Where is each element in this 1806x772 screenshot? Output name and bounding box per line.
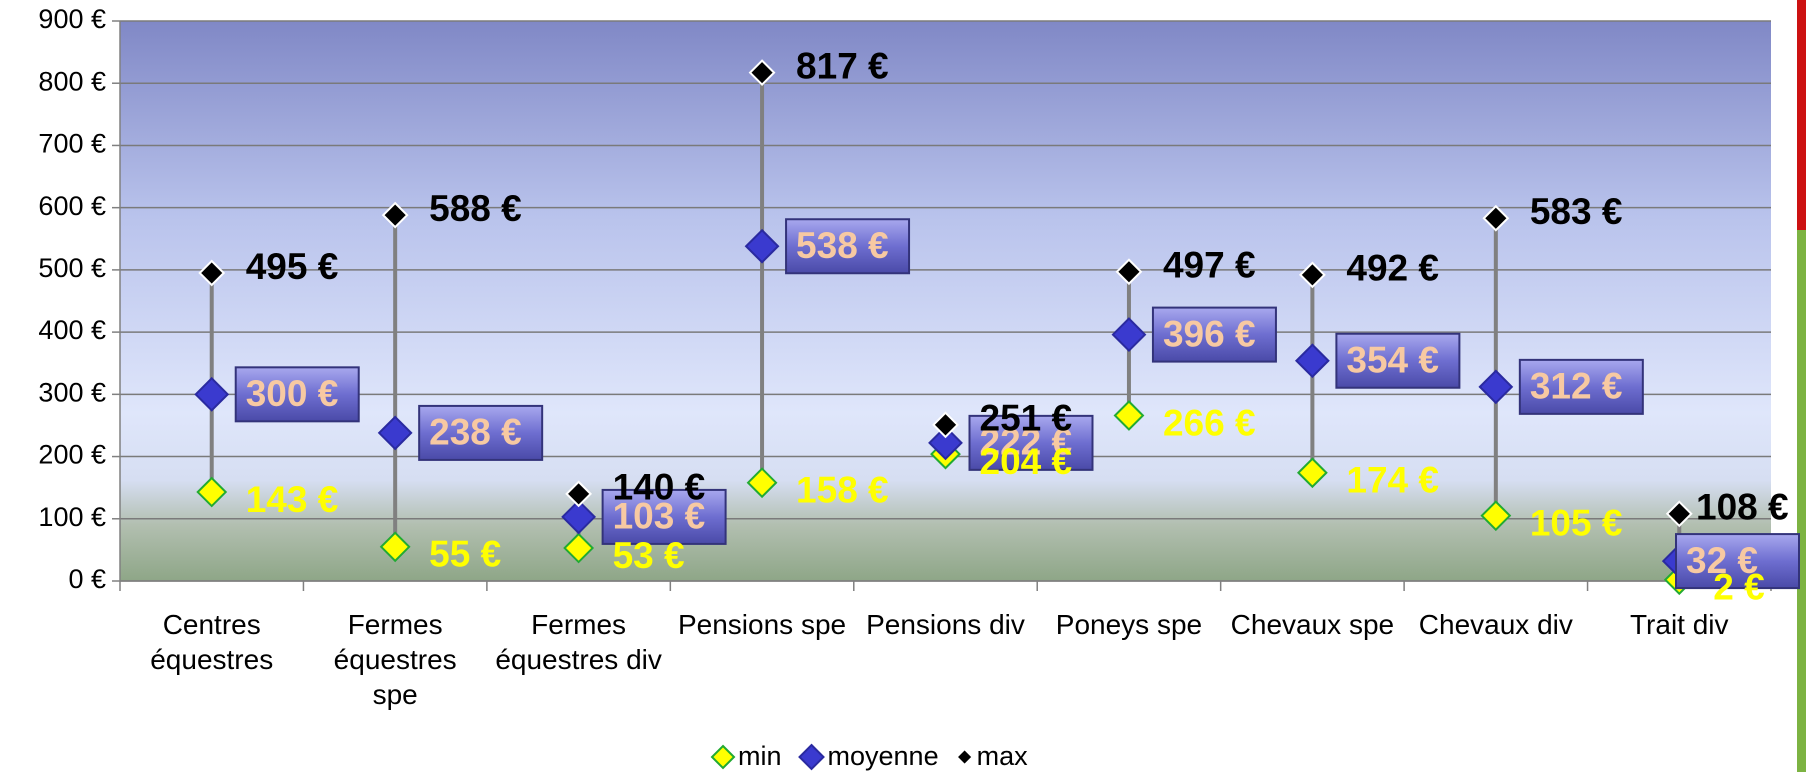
mean-label-box: [785, 218, 911, 275]
max-label: 492 €: [1346, 248, 1439, 289]
max-label: 251 €: [980, 398, 1073, 439]
legend-marker: [710, 744, 736, 770]
edge-bar: [1797, 0, 1806, 230]
mean-label-box: [1151, 306, 1277, 363]
mean-label-box: [601, 488, 727, 545]
max-marker: [1115, 258, 1143, 286]
mean-label-box: [1518, 358, 1644, 415]
mean-marker: [377, 415, 413, 451]
max-marker: [1482, 204, 1510, 232]
min-label: 158 €: [796, 469, 889, 510]
max-marker: [748, 59, 776, 87]
mean-label: 300 €: [246, 373, 339, 414]
y-tick-label: 600 €: [38, 191, 106, 221]
y-tick-label: 500 €: [38, 253, 106, 283]
max-label: 588 €: [429, 188, 522, 229]
max-label: 495 €: [246, 246, 339, 287]
max-marker: [198, 259, 226, 287]
y-tick-label: 800 €: [38, 66, 106, 96]
max-label: 108 €: [1696, 487, 1789, 528]
mean-marker: [194, 376, 230, 412]
mean-label: 222 €: [980, 422, 1073, 463]
min-label: 55 €: [429, 534, 501, 575]
plot-area: [120, 21, 1771, 581]
max-marker: [932, 411, 959, 439]
y-tick-label: 900 €: [38, 4, 106, 34]
min-label: 2 €: [1713, 567, 1764, 608]
mean-label: 396 €: [1163, 313, 1256, 354]
mean-label: 32 €: [1686, 540, 1758, 581]
mean-label: 103 €: [613, 496, 706, 537]
y-tick-label: 100 €: [38, 502, 106, 532]
min-marker: [563, 532, 595, 564]
min-marker: [379, 531, 411, 563]
max-marker: [381, 201, 409, 229]
mean-marker: [928, 425, 963, 461]
y-tick-label: 400 €: [38, 315, 106, 345]
mean-marker: [1478, 369, 1514, 405]
y-tick-label: 700 €: [38, 129, 106, 159]
x-tick-label: Chevaux div: [1418, 609, 1573, 640]
mean-marker: [1111, 317, 1147, 353]
y-tick-label: 200 €: [38, 440, 106, 470]
x-tick-label: Chevaux spe: [1230, 609, 1395, 640]
min-marker: [1296, 457, 1328, 489]
max-label: 497 €: [1163, 245, 1256, 286]
mean-marker: [744, 228, 780, 264]
y-tick-label: 0 €: [68, 564, 106, 594]
min-label: 105 €: [1530, 502, 1623, 543]
max-marker: [565, 480, 593, 508]
min-marker: [196, 476, 228, 508]
min-label: 143 €: [246, 479, 339, 520]
max-marker: [1665, 500, 1693, 528]
mean-label-box: [968, 414, 1094, 471]
x-tick-label: Trait div: [1629, 609, 1729, 640]
mean-label: 238 €: [429, 412, 522, 453]
mean-label-box: [418, 404, 544, 461]
mean-marker: [561, 499, 597, 535]
x-tick-label: Poneys spe: [1055, 609, 1203, 640]
legend-marker: [798, 743, 825, 771]
legend-marker: [955, 747, 975, 767]
x-tick-label: Centres équestres: [150, 609, 274, 675]
min-marker: [1113, 400, 1145, 431]
x-tick-label: Fermes équestres spe: [333, 609, 457, 710]
min-label: 174 €: [1346, 460, 1439, 501]
min-marker: [1480, 500, 1512, 532]
mean-label-box: [1335, 332, 1461, 389]
legend-label: max: [977, 741, 1029, 771]
max-label: 817 €: [796, 45, 889, 86]
max-marker: [1298, 261, 1326, 289]
min-label: 266 €: [1163, 402, 1256, 443]
x-tick-label: Pensions div: [866, 609, 1025, 640]
mean-label: 538 €: [796, 225, 889, 266]
min-label: 53 €: [613, 535, 685, 576]
x-tick-label: Pensions spe: [677, 609, 847, 640]
legend-label: min: [738, 741, 782, 771]
max-label: 583 €: [1530, 191, 1623, 232]
mean-label-box: [234, 366, 360, 423]
legend-label: moyenne: [828, 741, 939, 771]
mean-label: 312 €: [1530, 366, 1623, 407]
max-label: 140 €: [613, 467, 706, 508]
y-tick-label: 300 €: [38, 377, 106, 407]
min-label: 204 €: [980, 441, 1073, 482]
mean-label: 354 €: [1346, 340, 1439, 381]
x-tick-label: Fermes équestres div: [495, 609, 662, 675]
mean-marker: [1294, 343, 1330, 379]
min-marker: [746, 467, 778, 499]
mean-label-box: [1675, 533, 1800, 590]
edge-bar: [1797, 230, 1806, 772]
